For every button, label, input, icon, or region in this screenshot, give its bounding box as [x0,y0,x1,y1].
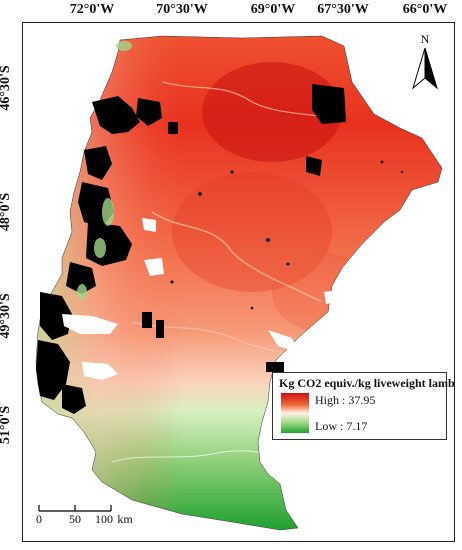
emissions-map [35,35,443,531]
legend-color-ramp [281,393,309,433]
green-highlands [77,41,132,300]
scale-bar-label: 100 [95,512,113,526]
longitude-label: 72°0'W [69,2,115,17]
longitude-label: 67°30'W [317,2,369,17]
longitude-label: 66°0'W [402,2,448,17]
latitude-label: 51°0'S [0,405,13,445]
latitude-label: 49°30'S [0,293,13,339]
north-arrow-icon [412,47,438,90]
latitude-label: 46°30'S [0,65,13,111]
north-letter: N [420,32,430,46]
scale-bar-ticks [38,505,112,512]
scale-bar-unit: km [117,512,133,526]
scale-bar-label: 0 [36,512,42,526]
latitude-label: 48°0'S [0,192,13,232]
longitude-label: 70°30'W [156,2,208,17]
lakes [62,218,338,380]
legend-high-label: High : 37.95 [315,393,376,407]
longitude-label: 69°0'W [250,2,296,17]
legend: Kg CO2 equiv./kg liveweight lamb High : … [272,372,455,440]
legend-title: Kg CO2 equiv./kg liveweight lamb [279,376,455,390]
masked-areas [36,84,404,414]
legend-low-label: Low : 7.17 [315,419,368,433]
scale-bar: 0 50 100 km [36,503,133,537]
scale-bar-label: 50 [69,512,81,526]
north-arrow: N [405,32,445,94]
map-frame [22,22,455,542]
